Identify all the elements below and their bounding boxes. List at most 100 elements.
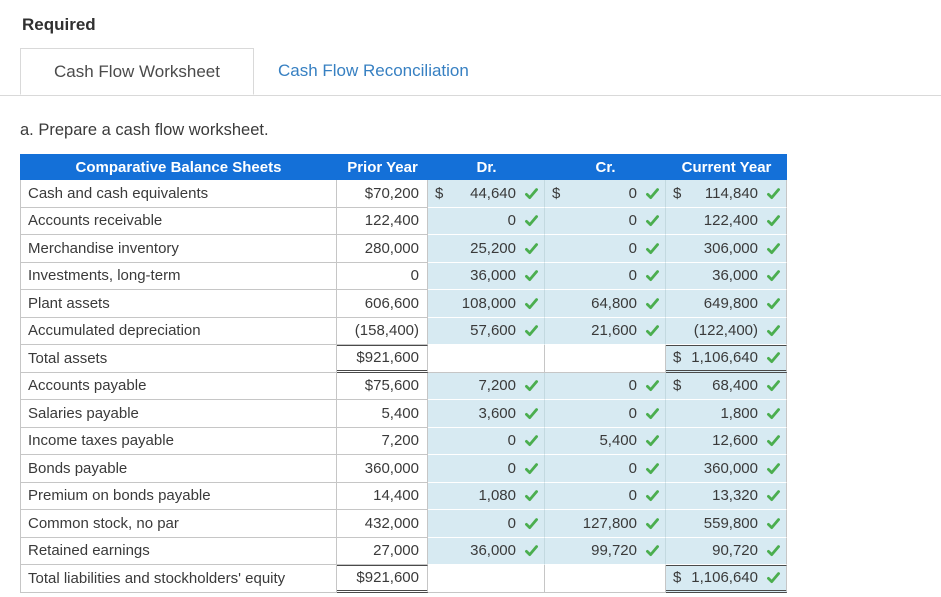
check-icon — [644, 296, 660, 311]
check-icon — [765, 323, 781, 338]
check-icon — [765, 241, 781, 256]
check-icon — [765, 350, 781, 365]
check-icon — [765, 543, 781, 558]
dr-entry-cell[interactable]: 36,000 — [428, 263, 545, 291]
current-year-cell[interactable]: 360,000 — [666, 455, 787, 483]
cell-value: 1,106,640 — [686, 349, 758, 366]
table-row: Income taxes payable7,20005,40012,600 — [20, 428, 787, 456]
current-year-cell[interactable]: $1,106,640 — [666, 565, 787, 593]
dollar-sign: $ — [673, 349, 686, 366]
cr-entry-cell[interactable]: $0 — [545, 180, 666, 208]
table-row: Merchandise inventory280,00025,2000306,0… — [20, 235, 787, 263]
cr-entry-cell[interactable]: 0 — [545, 373, 666, 401]
check-icon — [523, 378, 539, 393]
check-icon — [523, 186, 539, 201]
table-row: Cash and cash equivalents$70,200$44,640$… — [20, 180, 787, 208]
check-icon — [644, 433, 660, 448]
check-icon — [523, 433, 539, 448]
table-row: Accumulated depreciation(158,400)57,6002… — [20, 318, 787, 346]
check-icon — [765, 433, 781, 448]
cell-value: 0 — [565, 460, 637, 477]
dr-entry-cell[interactable]: 36,000 — [428, 538, 545, 566]
row-label: Total liabilities and stockholders' equi… — [20, 565, 337, 593]
total-row: Total assets$921,600$1,106,640 — [20, 345, 787, 373]
check-icon — [765, 268, 781, 283]
check-icon — [644, 406, 660, 421]
cell-value: 5,400 — [565, 432, 637, 449]
cr-entry-cell[interactable]: 0 — [545, 483, 666, 511]
col-header-current-year: Current Year — [666, 154, 787, 180]
cell-value: 0 — [448, 515, 516, 532]
tab-cash-flow-reconciliation[interactable]: Cash Flow Reconciliation — [254, 48, 493, 95]
current-year-cell[interactable]: 122,400 — [666, 208, 787, 236]
cr-entry-cell[interactable]: 0 — [545, 455, 666, 483]
check-icon — [644, 241, 660, 256]
cr-entry-cell[interactable]: 127,800 — [545, 510, 666, 538]
prior-year-value: (158,400) — [337, 318, 428, 346]
prior-year-value: $70,200 — [337, 180, 428, 208]
tab-cash-flow-worksheet[interactable]: Cash Flow Worksheet — [20, 48, 254, 95]
row-label: Plant assets — [20, 290, 337, 318]
row-label: Investments, long-term — [20, 263, 337, 291]
check-icon — [523, 268, 539, 283]
check-icon — [644, 461, 660, 476]
cr-entry-cell[interactable]: 21,600 — [545, 318, 666, 346]
check-icon — [644, 213, 660, 228]
current-year-cell[interactable]: 12,600 — [666, 428, 787, 456]
row-label: Retained earnings — [20, 538, 337, 566]
dr-entry-cell[interactable]: 1,080 — [428, 483, 545, 511]
cr-entry-cell[interactable]: 0 — [545, 263, 666, 291]
dr-entry-cell[interactable]: $44,640 — [428, 180, 545, 208]
current-year-cell[interactable]: 559,800 — [666, 510, 787, 538]
current-year-cell[interactable]: 36,000 — [666, 263, 787, 291]
cell-value: 1,080 — [448, 487, 516, 504]
dr-entry-cell[interactable]: 7,200 — [428, 373, 545, 401]
prior-year-value: $921,600 — [337, 565, 428, 593]
current-year-cell[interactable]: (122,400) — [666, 318, 787, 346]
current-year-cell[interactable]: 13,320 — [666, 483, 787, 511]
prior-year-value: 606,600 — [337, 290, 428, 318]
check-icon — [644, 186, 660, 201]
cell-value: 7,200 — [448, 377, 516, 394]
current-year-cell[interactable]: $114,840 — [666, 180, 787, 208]
check-icon — [765, 488, 781, 503]
check-icon — [765, 213, 781, 228]
cell-value: 44,640 — [448, 185, 516, 202]
dr-entry-cell[interactable]: 57,600 — [428, 318, 545, 346]
dr-entry-cell[interactable]: 108,000 — [428, 290, 545, 318]
dr-entry-cell[interactable]: 25,200 — [428, 235, 545, 263]
current-year-cell[interactable]: 306,000 — [666, 235, 787, 263]
row-label: Income taxes payable — [20, 428, 337, 456]
dr-entry-cell[interactable]: 0 — [428, 428, 545, 456]
dr-entry-cell[interactable]: 3,600 — [428, 400, 545, 428]
cell-value: 0 — [448, 212, 516, 229]
current-year-cell[interactable]: 649,800 — [666, 290, 787, 318]
worksheet-table: Comparative Balance Sheets Prior Year Dr… — [20, 154, 787, 593]
table-row: Accounts payable$75,6007,2000$68,400 — [20, 373, 787, 401]
current-year-cell[interactable]: $1,106,640 — [666, 345, 787, 373]
cr-entry-cell[interactable]: 5,400 — [545, 428, 666, 456]
cr-entry-cell[interactable]: 64,800 — [545, 290, 666, 318]
current-year-cell[interactable]: 1,800 — [666, 400, 787, 428]
cr-entry-cell[interactable]: 99,720 — [545, 538, 666, 566]
cr-entry-cell[interactable]: 0 — [545, 400, 666, 428]
prior-year-value: 432,000 — [337, 510, 428, 538]
row-label: Accounts receivable — [20, 208, 337, 236]
cell-value: 0 — [565, 377, 637, 394]
cr-entry-cell[interactable]: 0 — [545, 235, 666, 263]
required-section: Required Cash Flow Worksheet Cash Flow R… — [0, 0, 941, 593]
check-icon — [523, 406, 539, 421]
cell-value: 0 — [565, 267, 637, 284]
current-year-cell[interactable]: $68,400 — [666, 373, 787, 401]
dr-entry-cell[interactable]: 0 — [428, 510, 545, 538]
cell-value: 1,800 — [686, 405, 758, 422]
cr-entry-cell[interactable]: 0 — [545, 208, 666, 236]
cell-value: 0 — [448, 432, 516, 449]
table-row: Common stock, no par432,0000127,800559,8… — [20, 510, 787, 538]
dr-entry-cell[interactable]: 0 — [428, 455, 545, 483]
current-year-cell[interactable]: 90,720 — [666, 538, 787, 566]
dr-entry-cell[interactable]: 0 — [428, 208, 545, 236]
row-label: Bonds payable — [20, 455, 337, 483]
prior-year-value: $921,600 — [337, 345, 428, 373]
dollar-sign: $ — [673, 377, 686, 394]
